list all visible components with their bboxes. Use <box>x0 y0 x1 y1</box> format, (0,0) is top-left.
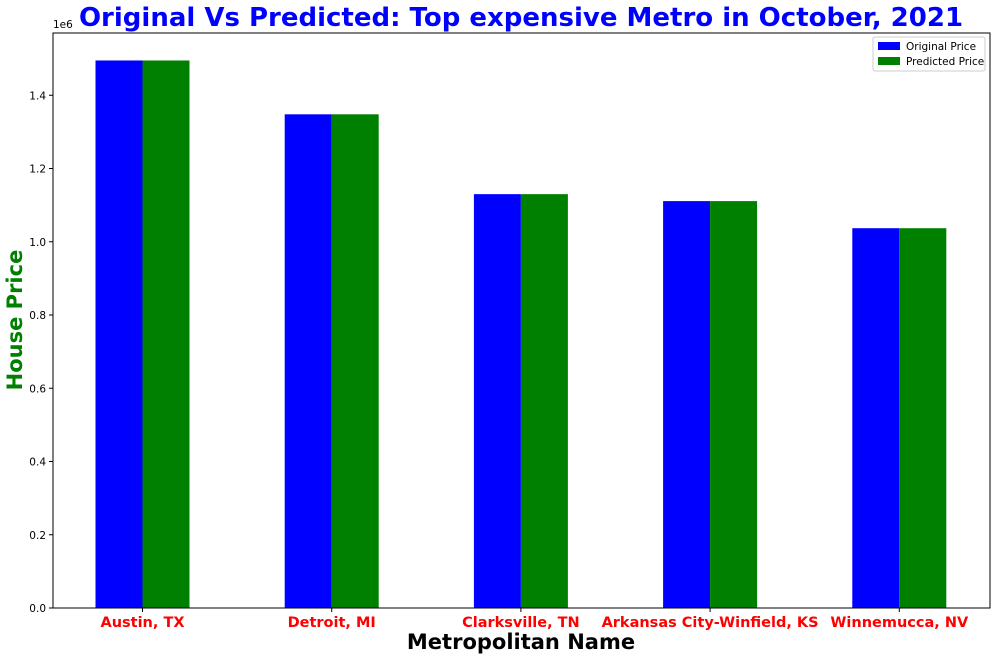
y-tick-label: 0.4 <box>29 457 46 469</box>
chart-title: Original Vs Predicted: Top expensive Met… <box>79 3 963 33</box>
x-tick-label: Detroit, MI <box>288 615 376 631</box>
bar-predicted-1 <box>331 114 379 609</box>
bar-original-0 <box>95 60 143 609</box>
x-tick-label: Clarksville, TN <box>462 615 580 631</box>
bar-predicted-3 <box>710 201 758 608</box>
x-tick-label: Winnemucca, NV <box>830 615 969 631</box>
legend-swatch <box>878 57 900 65</box>
bar-predicted-0 <box>142 60 190 609</box>
bar-original-4 <box>852 228 900 608</box>
legend-swatch <box>878 42 900 50</box>
y-tick-label: 0.2 <box>29 530 46 542</box>
y-axis-offset-label: 1e6 <box>53 19 73 31</box>
legend-label: Original Price <box>906 41 976 53</box>
bar-predicted-4 <box>899 228 947 608</box>
y-tick-label: 1.4 <box>29 90 46 102</box>
x-axis-label: Metropolitan Name <box>407 630 635 654</box>
bar-original-2 <box>473 194 521 609</box>
bar-original-1 <box>284 114 332 609</box>
y-tick-label: 1.0 <box>29 237 46 249</box>
plot-frame <box>52 32 991 609</box>
y-axis-label: House Price <box>3 250 27 391</box>
bars-group <box>95 60 947 609</box>
y-tick-label: 1.2 <box>29 164 46 176</box>
y-tick-label: 0.6 <box>29 383 46 395</box>
x-tick-label: Austin, TX <box>100 615 184 631</box>
legend-label: Predicted Price <box>906 56 984 68</box>
y-tick-label: 0.0 <box>29 603 46 615</box>
legend: Original Price Predicted Price <box>872 36 986 72</box>
x-axis: Austin, TX Detroit, MI Clarksville, TN Arka… <box>100 608 969 631</box>
bar-original-3 <box>663 201 711 608</box>
x-tick-label: Arkansas City-Winfield, KS <box>602 615 819 631</box>
legend-box <box>872 36 986 72</box>
y-axis: 0.0 0.2 0.4 0.6 0.8 1.0 1.2 1.4 <box>29 90 53 615</box>
y-tick-label: 0.8 <box>29 310 46 322</box>
bar-predicted-2 <box>520 194 568 609</box>
